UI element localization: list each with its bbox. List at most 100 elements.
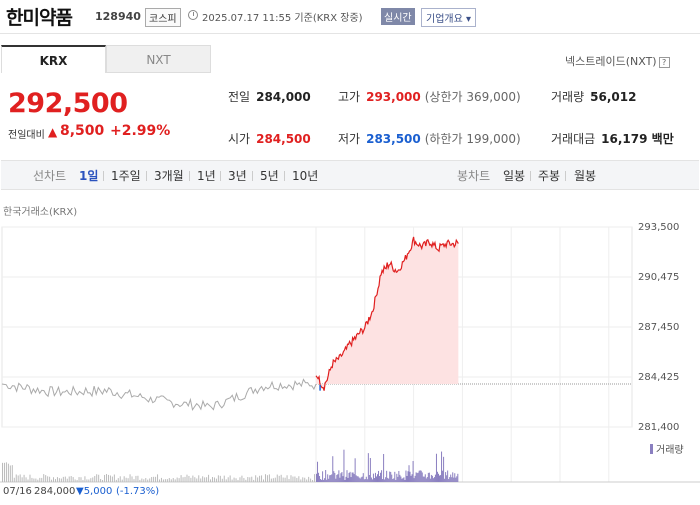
volume-bar [192,475,194,482]
volume-bar [60,478,62,482]
volume-bar [186,474,188,482]
volume-bar [168,478,170,482]
volume-bar [363,479,365,482]
volume-bar [100,478,102,482]
volume-bar [383,453,385,482]
stat-label: 전일 [228,90,251,104]
tab-nxt[interactable]: NXT [106,45,211,73]
volume-bar [137,475,139,482]
volume-bar [338,470,340,482]
volume-bar [360,477,362,482]
volume-bar [119,476,121,482]
period-10y[interactable]: 10년 [292,169,319,183]
volume-bar [235,478,237,482]
volume-bar [354,458,356,482]
volume-bar [423,476,425,482]
volume-bar [329,475,331,482]
realtime-button[interactable]: 실시간 [381,8,415,25]
company-info-dropdown[interactable]: 기업개요 ▾ [421,8,476,27]
volume-bar [3,462,5,482]
volume-bar [346,470,348,482]
volume-bar [45,475,47,482]
volume-bar [206,477,208,482]
volume-bar [447,470,449,482]
volume-bar [68,476,70,482]
volume-bar [147,479,149,482]
volume-bar [331,474,333,482]
volume-bar [145,478,147,482]
period-3m[interactable]: 3개월 [154,169,184,183]
volume-bar [356,476,358,482]
help-icon[interactable]: ? [658,56,670,68]
volume-bar [188,475,190,482]
volume-bar [270,478,272,482]
volume-bar [257,477,259,482]
volume-bar [413,478,415,482]
volume-bar [317,461,319,482]
volume-bar [344,479,346,482]
volume-bar [300,479,302,482]
stat-label: 거래대금 [551,132,596,146]
candle-monthly[interactable]: 월봉 [574,169,597,183]
tab-krx[interactable]: KRX [1,45,106,73]
volume-bar [415,472,417,482]
market-badge: 코스피 [145,8,181,27]
volume-bar [451,477,453,482]
volume-bar [162,479,164,482]
volume-bar [129,474,131,482]
volume-bar [321,479,323,482]
volume-bar [88,479,90,482]
price-change-pct: +2.99% [110,123,171,139]
volume-bar [368,474,370,482]
volume-bar [174,479,176,482]
volume-bar [290,475,292,482]
volume-bar [339,477,341,482]
nextrade-link[interactable]: 넥스트레이드(NXT)? [565,53,670,69]
period-1y[interactable]: 1년 [197,169,216,183]
candle-chart-label[interactable]: 봉차트 [457,169,491,183]
upper-limit: (상한가 369,000) [424,90,521,104]
volume-bar [178,478,180,482]
volume-bar [117,478,119,482]
volume-bar [332,456,334,482]
volume-bar [7,463,9,482]
volume-bar [388,478,390,482]
volume-bar [284,477,286,482]
volume-bar [369,458,371,482]
period-3y[interactable]: 3년 [228,169,247,183]
volume-bar [416,473,418,482]
candle-daily[interactable]: 일봉 [503,169,526,183]
stat-label: 거래량 [551,90,585,104]
clock-icon [188,10,198,20]
volume-bar [264,474,266,482]
volume-bar [411,474,413,482]
volume-bar [196,478,198,482]
volume-bar [288,478,290,482]
volume-bar [272,478,274,482]
volume-bar [35,478,37,482]
volume-bar [389,471,391,482]
nextrade-label: 넥스트레이드(NXT) [565,55,657,68]
volume-bar [25,477,27,482]
volume-bar [202,476,204,482]
line-chart-label[interactable]: 선차트 [33,169,67,183]
candle-weekly[interactable]: 주봉 [538,169,561,183]
period-5y[interactable]: 5년 [260,169,279,183]
volume-bar [125,477,127,482]
volume-bar [310,478,312,482]
volume-bar [204,477,206,482]
volume-bar [326,479,328,482]
volume-bar [433,477,435,482]
stat-volume: 거래량 56,012 [551,88,636,105]
volume-bar [278,475,280,482]
volume-bar [398,470,400,482]
volume-bar [292,476,294,482]
volume-bar [66,478,68,482]
volume-bar [237,479,239,482]
volume-bar [92,477,94,482]
volume-bar [407,471,409,482]
period-1d[interactable]: 1일 [79,169,99,183]
period-1w[interactable]: 1주일 [111,169,141,183]
volume-bar [98,474,100,482]
